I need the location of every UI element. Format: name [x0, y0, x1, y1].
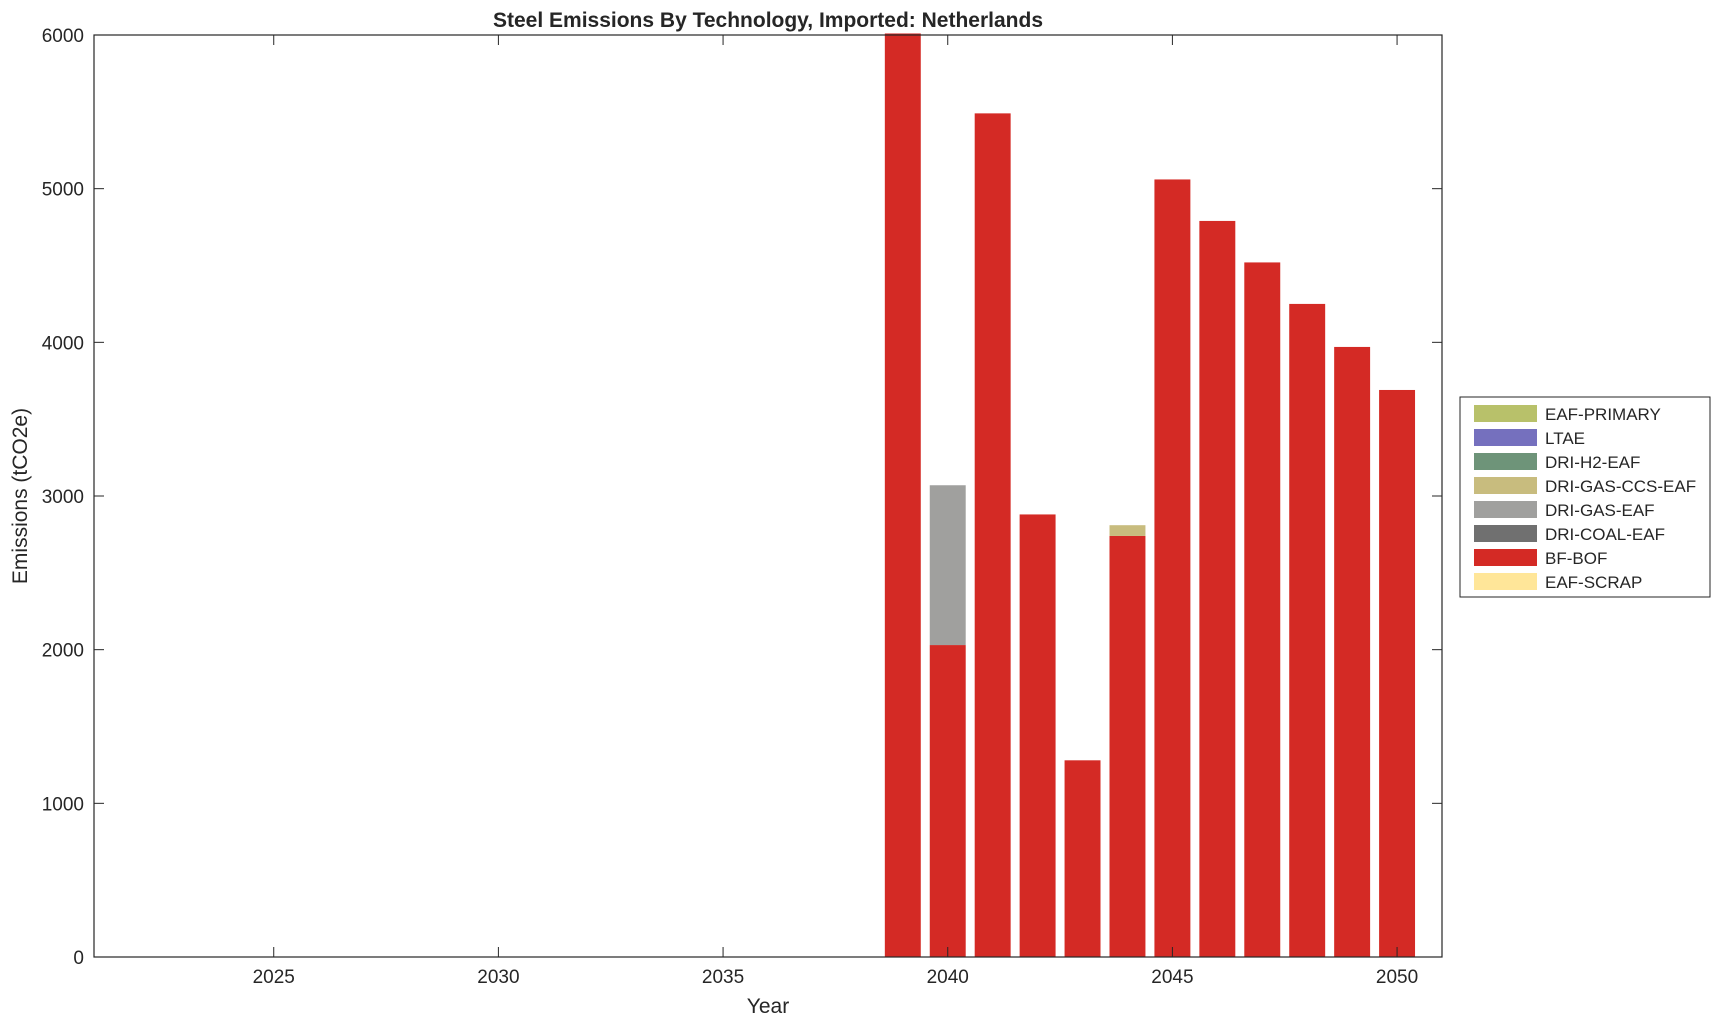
y-axis-label: Emissions (tCO2e)	[9, 408, 32, 584]
bar-bf-bof-2042	[1019, 514, 1056, 957]
y-tick-label-0: 0	[73, 948, 84, 969]
legend-swatch-bf-bof	[1474, 549, 1537, 566]
bar-bf-bof-2043	[1064, 760, 1101, 957]
x-axis-label: Year	[747, 995, 789, 1018]
x-tick-label-2050: 2050	[1376, 967, 1418, 988]
x-tick-label-2030: 2030	[477, 967, 519, 988]
bar-bf-bof-2045	[1154, 179, 1191, 958]
bar-bf-bof-2050	[1379, 389, 1416, 958]
bar-bf-bof-2044	[1109, 535, 1146, 957]
bar-bf-bof-2047	[1244, 262, 1281, 958]
y-tick-label-4000: 4000	[42, 333, 84, 354]
legend-label-dri-gas-eaf: DRI-GAS-EAF	[1545, 501, 1655, 520]
y-tick-label-2000: 2000	[42, 641, 84, 662]
legend-label-eaf-primary: EAF-PRIMARY	[1545, 405, 1661, 424]
legend-swatch-dri-h2-eaf	[1474, 453, 1537, 470]
bar-bf-bof-2049	[1334, 346, 1371, 957]
legend-swatch-dri-coal-eaf	[1474, 525, 1537, 542]
x-tick-label-2025: 2025	[253, 967, 295, 988]
bar-dri-gas-eaf-2040	[929, 485, 966, 646]
x-tick-label-2045: 2045	[1151, 967, 1193, 988]
y-tick-label-6000: 6000	[42, 26, 84, 47]
legend-label-bf-bof: BF-BOF	[1545, 549, 1607, 568]
x-tick-label-2035: 2035	[702, 967, 744, 988]
y-tick-label-1000: 1000	[42, 794, 84, 815]
bar-dri-gas-ccs-eaf-2044	[1109, 525, 1146, 536]
plot-area	[94, 35, 1442, 957]
bar-bf-bof-2048	[1289, 303, 1326, 958]
legend-label-dri-coal-eaf: DRI-COAL-EAF	[1545, 525, 1665, 544]
legend-label-dri-gas-ccs-eaf: DRI-GAS-CCS-EAF	[1545, 477, 1696, 496]
y-tick-label-5000: 5000	[42, 180, 84, 201]
legend-swatch-dri-gas-eaf	[1474, 501, 1537, 518]
legend-swatch-eaf-scrap	[1474, 573, 1537, 590]
chart-title: Steel Emissions By Technology, Imported:…	[493, 9, 1043, 32]
legend-swatch-eaf-primary	[1474, 405, 1537, 422]
legend-label-eaf-scrap: EAF-SCRAP	[1545, 573, 1642, 592]
bar-bf-bof-2041	[974, 113, 1011, 958]
bar-bf-bof-2046	[1199, 220, 1236, 958]
legend-label-dri-h2-eaf: DRI-H2-EAF	[1545, 453, 1640, 472]
bar-bf-bof-2039	[884, 33, 921, 958]
ticks-layer: 2025 2030 2035 2040 2045 2050 0 1000 2000 3000 400…	[42, 26, 1442, 988]
x-tick-label-2040: 2040	[927, 967, 969, 988]
legend: EAF-PRIMARY LTAE DRI-H2-EAF DRI-GAS-CCS-EAF…	[1459, 396, 1711, 598]
y-tick-label-3000: 3000	[42, 487, 84, 508]
bar-bf-bof-2040	[929, 645, 966, 957]
legend-swatch-ltae	[1474, 429, 1537, 446]
legend-swatch-dri-gas-ccs-eaf	[1474, 477, 1537, 494]
legend-label-ltae: LTAE	[1545, 429, 1585, 448]
bars-layer	[884, 33, 1416, 958]
